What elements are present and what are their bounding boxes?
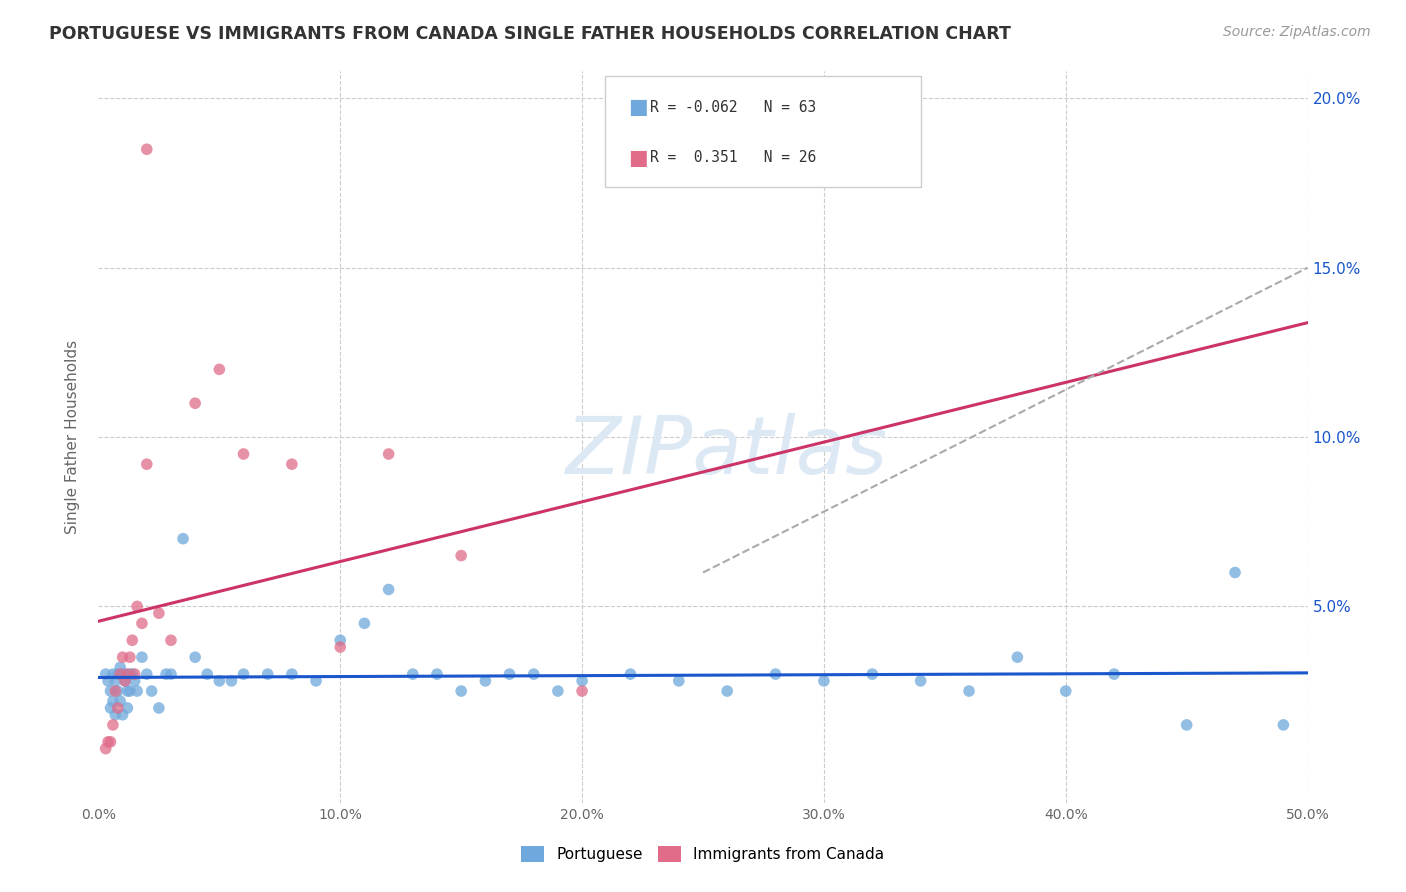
Point <box>1102 667 1125 681</box>
Point <box>1054 684 1077 698</box>
Point <box>100 701 122 715</box>
Point <box>127 599 149 614</box>
Point <box>117 684 139 698</box>
Point <box>957 684 980 698</box>
Point <box>94 741 117 756</box>
Point <box>135 457 157 471</box>
Point <box>765 667 787 681</box>
Point <box>474 673 496 688</box>
Point <box>107 667 129 681</box>
Point <box>111 650 134 665</box>
Point <box>114 673 136 688</box>
Point <box>232 447 254 461</box>
Point <box>104 673 127 688</box>
Point <box>860 667 883 681</box>
Point <box>148 606 170 620</box>
Point <box>97 673 120 688</box>
Point <box>1175 718 1198 732</box>
Point <box>281 667 304 681</box>
Point <box>101 667 124 681</box>
Point <box>184 396 207 410</box>
Point <box>353 616 375 631</box>
Text: PORTUGUESE VS IMMIGRANTS FROM CANADA SINGLE FATHER HOUSEHOLDS CORRELATION CHART: PORTUGUESE VS IMMIGRANTS FROM CANADA SIN… <box>49 25 1011 43</box>
Point <box>195 667 218 681</box>
Point <box>108 694 131 708</box>
Text: R =  0.351   N = 26: R = 0.351 N = 26 <box>650 151 815 165</box>
Point <box>450 684 472 698</box>
Point <box>117 667 139 681</box>
Point <box>523 667 546 681</box>
Point <box>118 667 141 681</box>
Y-axis label: Single Father Households: Single Father Households <box>65 340 80 534</box>
Point <box>114 667 136 681</box>
Text: R = -0.062   N = 63: R = -0.062 N = 63 <box>650 100 815 114</box>
Point <box>100 735 122 749</box>
Point <box>329 633 352 648</box>
Point <box>118 684 141 698</box>
Point <box>101 718 124 732</box>
Point <box>1223 566 1246 580</box>
Point <box>121 633 143 648</box>
Point <box>547 684 569 698</box>
Point <box>571 684 593 698</box>
Point <box>97 735 120 749</box>
Text: Source: ZipAtlas.com: Source: ZipAtlas.com <box>1223 25 1371 39</box>
Point <box>135 142 157 156</box>
Point <box>155 667 177 681</box>
Point <box>160 633 183 648</box>
Point <box>305 673 328 688</box>
Point <box>124 667 146 681</box>
Point <box>111 707 134 722</box>
Point <box>184 650 207 665</box>
Point <box>121 667 143 681</box>
Point <box>117 701 139 715</box>
Point <box>716 684 738 698</box>
Point <box>107 701 129 715</box>
Point <box>1007 650 1029 665</box>
Point <box>104 684 127 698</box>
Point <box>619 667 641 681</box>
Point <box>232 667 254 681</box>
Point <box>1272 718 1295 732</box>
Legend: Portuguese, Immigrants from Canada: Portuguese, Immigrants from Canada <box>515 840 891 868</box>
Point <box>104 707 127 722</box>
Point <box>281 457 304 471</box>
Point <box>172 532 194 546</box>
Point <box>256 667 278 681</box>
Point <box>571 673 593 688</box>
Point <box>160 667 183 681</box>
Point <box>402 667 425 681</box>
Text: ZIPatlas: ZIPatlas <box>567 413 889 491</box>
Point <box>108 667 131 681</box>
Point <box>111 667 134 681</box>
Text: ■: ■ <box>628 97 648 117</box>
Point <box>377 447 399 461</box>
Point <box>668 673 690 688</box>
Point <box>108 660 131 674</box>
Point <box>498 667 520 681</box>
Point <box>208 362 231 376</box>
Point <box>450 549 472 563</box>
Point <box>100 684 122 698</box>
Point <box>813 673 835 688</box>
Point <box>135 667 157 681</box>
Point <box>426 667 449 681</box>
Point <box>329 640 352 654</box>
Point <box>910 673 932 688</box>
Point <box>94 667 117 681</box>
Point <box>141 684 163 698</box>
Point <box>118 650 141 665</box>
Text: ■: ■ <box>628 148 648 168</box>
Point <box>131 616 153 631</box>
Point <box>114 673 136 688</box>
Point <box>107 684 129 698</box>
Point <box>101 694 124 708</box>
Point <box>127 684 149 698</box>
Point <box>208 673 231 688</box>
Point <box>221 673 243 688</box>
Point <box>124 673 146 688</box>
Point <box>131 650 153 665</box>
Point <box>148 701 170 715</box>
Point <box>377 582 399 597</box>
